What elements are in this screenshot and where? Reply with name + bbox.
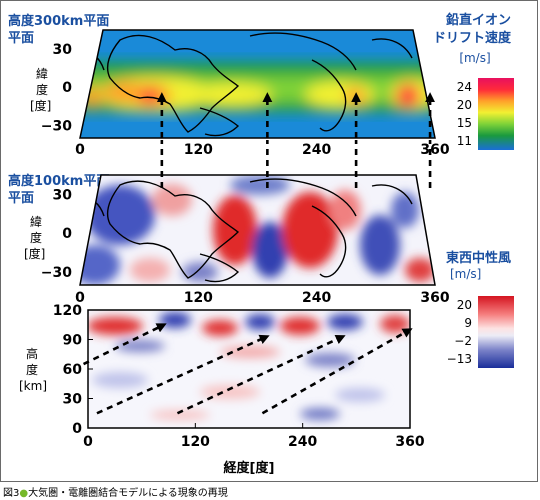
panel1-y-label: 緯 度 [度] — [30, 66, 51, 113]
colorbar-tick-label: 20 — [457, 98, 472, 112]
svg-text:[度]: [度] — [24, 246, 45, 261]
colorbar-tick-label: 20 — [457, 298, 472, 312]
figure-frame — [0, 0, 538, 482]
panel3-y-ticks: 120 90 60 30 0 — [53, 303, 82, 437]
panel2-title-line2: 平面 — [8, 191, 34, 206]
y-tick-label: 120 — [53, 303, 82, 319]
panel-altitude: 高 度 [km] 120 90 60 30 0 0 120 240 360 経度[度] — [19, 303, 425, 476]
panel-300km: 高度300km平面 平面 — [8, 12, 514, 158]
x-tick-label: 120 — [181, 434, 210, 450]
svg-text:度: 度 — [30, 230, 42, 245]
svg-text:[度]: [度] — [30, 98, 51, 113]
svg-text:度: 度 — [26, 362, 38, 377]
colorbar-bottom-title: 東西中性風 — [446, 250, 511, 266]
colorbar-top: 鉛直イオン ドリフト速度 [m/s] 24 20 15 11 — [433, 12, 514, 150]
upward-propagation-arrow — [82, 323, 167, 366]
colorbar-tick-label: 15 — [457, 116, 472, 130]
panel2-border — [79, 174, 436, 286]
caption-prefix: 図3 — [3, 488, 20, 499]
colorbar-tick-label: 9 — [464, 316, 472, 330]
x-tick-label: 0 — [75, 290, 85, 306]
svg-text:緯: 緯 — [30, 214, 42, 229]
y-tick-label: 60 — [63, 362, 83, 378]
colorbar-top-gradient — [478, 78, 514, 150]
x-tick-label: 0 — [75, 142, 85, 158]
panel1-border — [79, 29, 436, 139]
panel3-field — [88, 310, 410, 428]
figure: 高度300km平面 平面 — [8, 12, 514, 476]
y-tick-label: 0 — [62, 80, 72, 96]
colorbar-top-title-1: 鉛直イオン — [446, 12, 511, 28]
colorbar-bottom-gradient — [478, 296, 514, 368]
arrow-layer — [82, 95, 431, 415]
panel1-title-line1: 高度300km平面 — [8, 13, 109, 29]
colorbar-tick-label: −2 — [454, 334, 472, 348]
y-tick-label: 90 — [63, 333, 83, 349]
svg-text:高: 高 — [26, 346, 38, 361]
caption-dot: ● — [19, 488, 29, 499]
panel3-x-label: 経度[度] — [224, 460, 275, 476]
y-tick-label: −30 — [41, 265, 72, 281]
x-tick-label: 240 — [302, 142, 331, 158]
panel2-y-ticks: 30 0 −30 — [41, 187, 72, 281]
x-tick-label: 360 — [395, 434, 424, 450]
upward-propagation-arrow — [176, 334, 346, 415]
x-tick-label: 240 — [302, 290, 331, 306]
panel2-title-line1: 高度100km平面 — [8, 173, 109, 189]
panel3-x-ticks: 0 120 240 360 — [83, 434, 425, 450]
figure-caption: 図3●大気圏・電離圏結合モデルによる現象の再現 — [3, 484, 228, 499]
y-tick-label: 0 — [62, 226, 72, 242]
colorbar-tick-label: 11 — [457, 134, 472, 148]
colorbar-tick-label: 24 — [457, 80, 472, 94]
panel3-y-label: 高 度 [km] — [19, 346, 47, 393]
x-tick-label: 360 — [420, 290, 449, 306]
panel3-tick-marks — [87, 309, 411, 429]
svg-text:緯: 緯 — [36, 66, 48, 81]
panel2-x-ticks: 0 120 240 360 — [75, 290, 450, 306]
x-tick-label: 120 — [184, 142, 213, 158]
colorbar-top-ticks: 24 20 15 11 — [457, 80, 472, 148]
svg-text:[km]: [km] — [19, 379, 47, 393]
y-tick-label: 30 — [53, 42, 73, 58]
x-tick-label: 120 — [184, 290, 213, 306]
colorbar-top-unit: [m/s] — [459, 51, 490, 65]
panel1-y-ticks: 30 0 −30 — [41, 42, 72, 134]
colorbar-bottom-unit: [m/s] — [450, 267, 481, 281]
upward-propagation-arrow — [96, 334, 270, 415]
x-tick-label: 360 — [420, 142, 449, 158]
colorbar-bottom-ticks: 20 9 −2 −13 — [447, 298, 472, 366]
panel1-x-ticks: 0 120 240 360 — [75, 142, 450, 158]
y-tick-label: −30 — [41, 118, 72, 134]
panel1-map — [80, 30, 435, 138]
colorbar-bottom: 東西中性風 [m/s] 20 9 −2 −13 — [446, 250, 514, 368]
caption-text: 大気圏・電離圏結合モデルによる現象の再現 — [28, 488, 228, 499]
y-tick-label: 0 — [72, 421, 82, 437]
panel1-title-line2: 平面 — [8, 31, 34, 46]
x-tick-label: 0 — [83, 434, 93, 450]
panel2-map — [80, 175, 435, 285]
panel2-y-label: 緯 度 [度] — [24, 214, 45, 261]
y-tick-label: 30 — [53, 187, 73, 203]
panel-100km: 高度100km平面 平面 — [8, 173, 514, 368]
svg-text:度: 度 — [36, 82, 48, 97]
panel1-coastlines — [81, 32, 413, 137]
colorbar-top-title-2: ドリフト速度 — [433, 30, 512, 46]
colorbar-tick-label: −13 — [447, 352, 472, 366]
x-tick-label: 240 — [288, 434, 317, 450]
y-tick-label: 30 — [63, 392, 83, 408]
